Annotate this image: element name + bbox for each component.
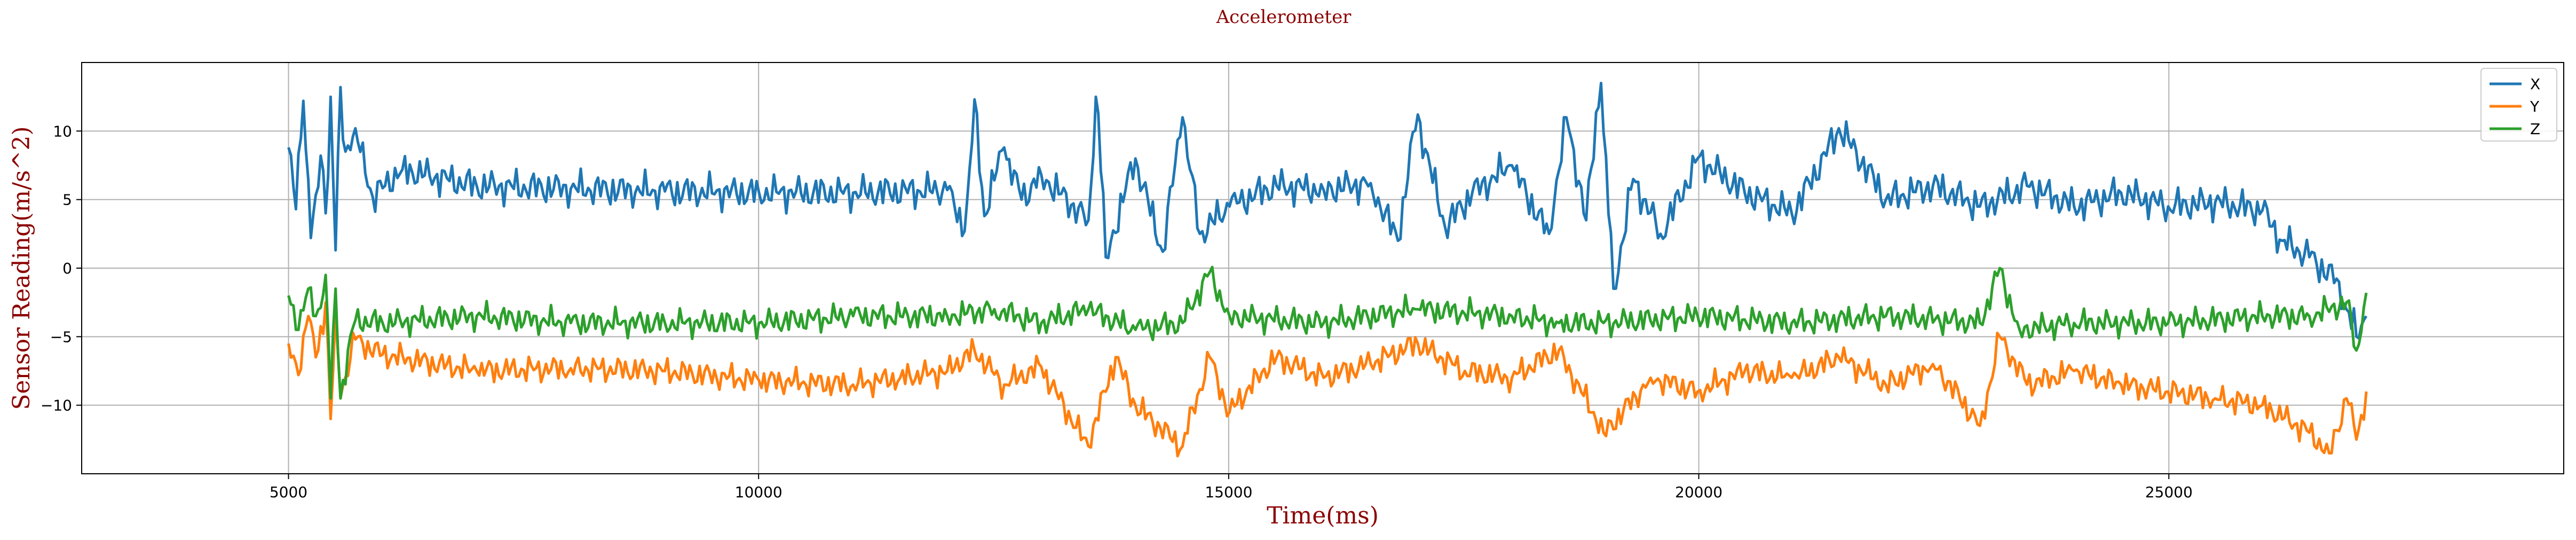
series-line-x xyxy=(287,82,2368,340)
series-line-z xyxy=(287,265,2368,400)
legend-label-x: X xyxy=(2530,75,2540,93)
series-lines xyxy=(287,82,2368,458)
x-tick-label: 5000 xyxy=(270,483,307,501)
y-tick-label: −5 xyxy=(50,328,72,346)
x-tick-label: 10000 xyxy=(735,483,783,501)
x-tick-label: 15000 xyxy=(1205,483,1252,501)
y-tick-label: −10 xyxy=(41,397,72,414)
legend-entries: XYZ xyxy=(2490,75,2540,138)
legend: XYZ xyxy=(2480,68,2557,142)
y-axis-label: Sensor Reading(m/s^2) xyxy=(8,126,35,410)
y-tick-label: 5 xyxy=(62,191,72,209)
x-axis-label: Time(ms) xyxy=(1267,502,1379,529)
y-tick-label: 10 xyxy=(53,122,72,140)
chart-title: Accelerometer xyxy=(1216,6,1352,28)
legend-box xyxy=(2480,68,2557,142)
legend-label-y: Y xyxy=(2530,98,2540,115)
axis-ticks: 5000 10000 15000 20000 25000 −10 −5 0 5 10 xyxy=(41,122,2193,501)
x-tick-label: 20000 xyxy=(1675,483,1722,501)
series-line-y xyxy=(287,301,2368,458)
x-tick-label: 25000 xyxy=(2145,483,2193,501)
y-tick-label: 0 xyxy=(62,260,72,277)
legend-label-z: Z xyxy=(2530,120,2540,138)
